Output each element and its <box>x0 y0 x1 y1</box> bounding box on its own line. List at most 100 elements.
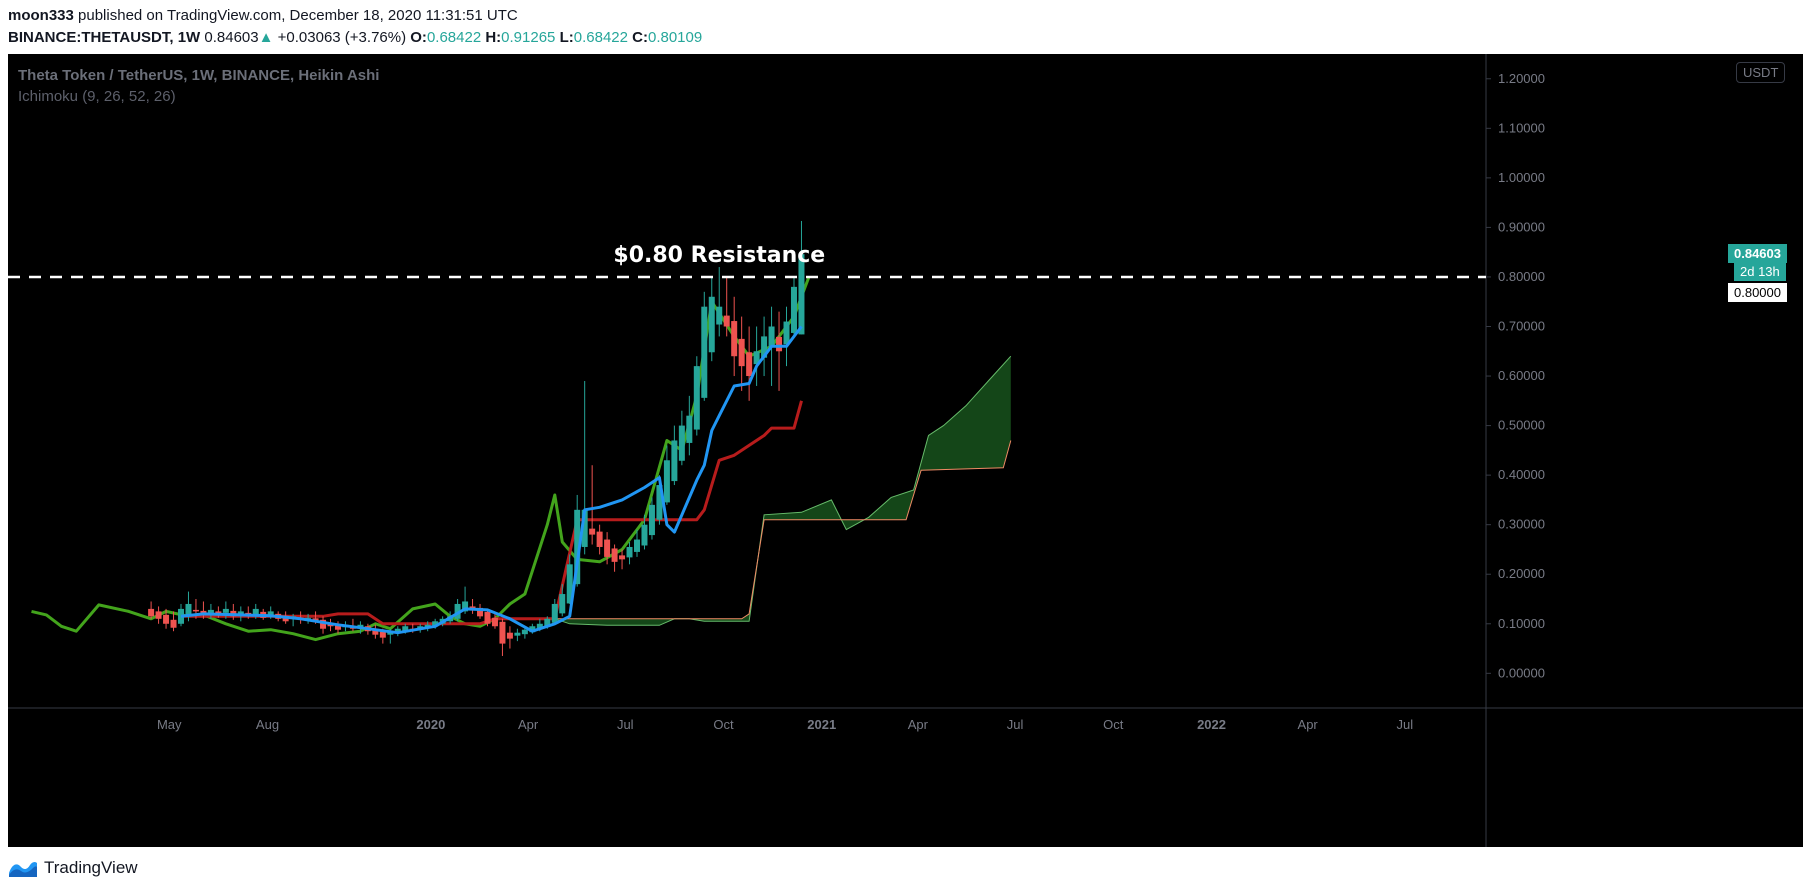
brand-name: TradingView <box>44 858 138 877</box>
candle-body <box>252 608 259 615</box>
candle <box>604 532 611 565</box>
candle-body <box>305 617 312 619</box>
resistance-price-tag: 0.80000 <box>1728 282 1787 302</box>
x-tick-label: 2021 <box>807 717 836 732</box>
candle-body <box>529 626 536 633</box>
candle-body <box>222 608 229 613</box>
ichimoku-cloud-layer <box>554 355 1012 626</box>
y-tick-label: 0.40000 <box>1498 467 1545 482</box>
candle-body <box>574 509 581 585</box>
candle-body <box>379 631 386 638</box>
indicator-label[interactable]: Ichimoku (9, 26, 52, 26) <box>18 88 176 105</box>
chart-area[interactable]: $0.80 Resistance May Aug 2020 Apr Jul Oct 2021… <box>8 54 1803 847</box>
candle-body <box>731 321 738 357</box>
conversion-line <box>180 325 803 635</box>
candle <box>790 276 797 337</box>
y-tick-label: 0.10000 <box>1498 616 1545 631</box>
y-tick-label: 0.20000 <box>1498 566 1545 581</box>
candle <box>372 624 379 639</box>
y-axis-labels: 0.00000 0.10000 0.20000 0.30000 0.40000 0.500… <box>1486 71 1545 680</box>
candle <box>783 306 790 367</box>
axes-layer <box>8 54 1803 847</box>
y-tick-label: 0.30000 <box>1498 517 1545 532</box>
x-tick-label: Aug <box>256 717 279 732</box>
publish-info: published on TradingView.com, December 1… <box>78 7 518 24</box>
y-tick-label: 0.80000 <box>1498 269 1545 284</box>
candle-body <box>559 594 566 614</box>
candle-body <box>604 539 611 557</box>
candle <box>320 616 327 634</box>
candle <box>499 618 506 656</box>
conversion-line-layer <box>180 325 803 635</box>
candle-body <box>626 546 633 558</box>
brand-footer[interactable]: TradingView <box>8 858 138 878</box>
candle <box>686 395 693 456</box>
y-tick-label: 0.70000 <box>1498 319 1545 334</box>
candle <box>484 608 491 627</box>
x-tick-label: Oct <box>1103 717 1124 732</box>
candle <box>776 311 783 391</box>
candle-body <box>641 524 648 546</box>
tradingview-logo-icon <box>9 861 37 877</box>
candle-body <box>776 336 783 352</box>
y-tick-label: 0.90000 <box>1498 219 1545 234</box>
x-tick-label: Apr <box>518 717 539 732</box>
candle <box>701 291 708 401</box>
candle <box>491 613 498 629</box>
candle-body <box>402 626 409 632</box>
x-tick-label: May <box>157 717 182 732</box>
last-price: 0.84603 <box>204 29 259 46</box>
candle-body <box>536 623 543 630</box>
price-chart[interactable]: $0.80 Resistance May Aug 2020 Apr Jul Oct 2021… <box>8 54 1803 847</box>
candle <box>663 445 670 505</box>
candle-body <box>611 548 618 562</box>
currency-unit-button[interactable]: USDT <box>1736 62 1786 83</box>
candles-layer <box>148 220 805 656</box>
candle-body <box>334 625 341 630</box>
y-tick-label: 0.50000 <box>1498 418 1545 433</box>
candle <box>163 608 170 629</box>
candle <box>693 356 700 436</box>
chart-legend: Theta Token / TetherUS, 1W, BINANCE, Hei… <box>18 67 379 109</box>
base-line <box>181 400 803 626</box>
candle-body <box>671 440 678 482</box>
candle <box>678 410 685 466</box>
candle <box>611 544 618 572</box>
candle-body <box>634 539 641 552</box>
resistance-annotation: $0.80 Resistance <box>613 243 825 268</box>
candle-body <box>544 618 551 627</box>
chart-title[interactable]: Theta Token / TetherUS, 1W, BINANCE, Hei… <box>18 67 380 84</box>
candle <box>454 599 461 622</box>
candle-body <box>581 509 588 547</box>
candle <box>148 601 155 619</box>
candle-body <box>163 614 170 624</box>
candle-body <box>185 603 192 617</box>
x-tick-label: Apr <box>908 717 929 732</box>
candle-body <box>686 415 693 443</box>
candle-body <box>327 624 334 627</box>
y-tick-label: 0.60000 <box>1498 368 1545 383</box>
author-name[interactable]: moon333 <box>8 7 74 24</box>
candle-body <box>267 611 274 615</box>
x-tick-label: Apr <box>1298 717 1319 732</box>
y-tick-label: 1.00000 <box>1498 170 1545 185</box>
low-label: L: <box>559 29 574 46</box>
candle-body <box>499 621 506 644</box>
candle <box>581 381 588 555</box>
candle <box>619 549 626 570</box>
candle <box>155 606 162 624</box>
candle <box>566 554 573 604</box>
high-label: H: <box>485 29 502 46</box>
candle-body <box>663 460 670 503</box>
candle <box>596 524 603 555</box>
candle <box>746 326 753 401</box>
candle-body <box>484 611 491 624</box>
candle-body <box>648 504 655 536</box>
last-price-tag: 0.84603 <box>1728 244 1787 264</box>
ichimoku-cloud <box>554 356 1011 626</box>
candle <box>634 529 641 557</box>
y-tick-label: 1.10000 <box>1498 120 1545 135</box>
x-tick-label: 2020 <box>416 717 445 732</box>
candle-body <box>768 326 775 348</box>
candle-body <box>357 624 364 628</box>
